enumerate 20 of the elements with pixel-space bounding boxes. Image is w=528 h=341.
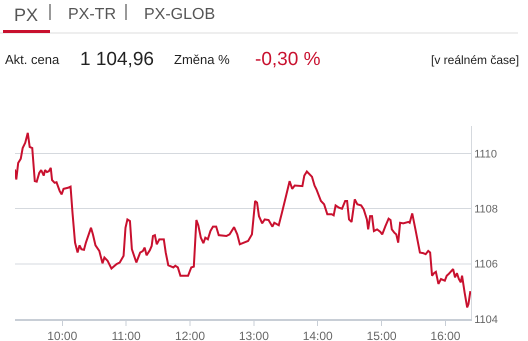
text: PX [14, 5, 38, 25]
y-tick-label: 1106 [474, 258, 498, 271]
y-tick-label: 1108 [474, 204, 498, 216]
x-tick-label: 10:00 [47, 329, 78, 341]
x-tick-label: 14:00 [302, 329, 334, 341]
text: [v reálném čase] [431, 53, 520, 67]
y-tick-label: 1110 [474, 148, 498, 160]
text: PX-GLOB [144, 6, 216, 23]
y-tick-label: 1104 [474, 314, 498, 326]
text: PX-TR [68, 6, 116, 23]
text: Změna % [174, 52, 230, 67]
x-tick-label: 13:00 [238, 329, 270, 341]
x-tick-label: 12:00 [174, 329, 206, 341]
x-tick-label: 15:00 [366, 329, 397, 341]
x-tick-label: 11:00 [112, 329, 142, 341]
line-series [15, 132, 471, 308]
text: Akt. cena [5, 52, 60, 67]
x-tick-label: 16:00 [430, 329, 461, 341]
text: 1 104,96 [80, 49, 154, 70]
text: -0,30 % [255, 49, 321, 70]
